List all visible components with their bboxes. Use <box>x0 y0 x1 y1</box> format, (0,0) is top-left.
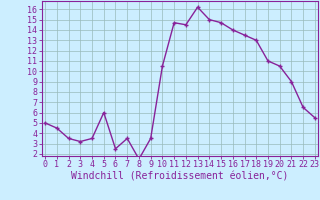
X-axis label: Windchill (Refroidissement éolien,°C): Windchill (Refroidissement éolien,°C) <box>71 172 289 182</box>
